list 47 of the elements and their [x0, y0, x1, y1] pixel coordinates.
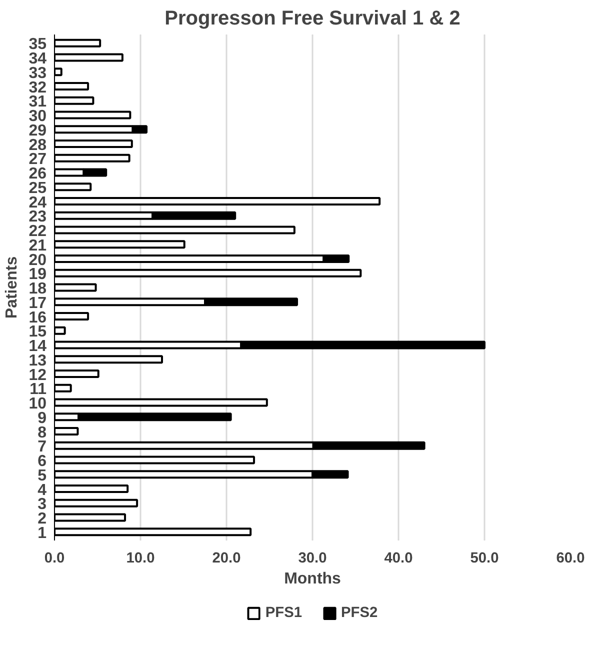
y-tick-label: 27	[28, 151, 47, 168]
y-tick-label: 21	[28, 237, 47, 254]
x-tick-label: 50.0	[470, 550, 499, 566]
y-tick-label: 5	[38, 467, 47, 484]
x-tick-label: 20.0	[212, 550, 241, 566]
y-tick-label: 6	[38, 453, 47, 470]
x-tick-label: 60.0	[556, 550, 585, 566]
y-tick-label: 7	[38, 438, 47, 456]
y-tick-label: 16	[28, 309, 47, 326]
legend-label: PFS2	[341, 604, 378, 620]
y-tick-label: 30	[28, 108, 47, 125]
y-tick-label: 18	[28, 280, 47, 298]
x-tick-label: 10.0	[126, 550, 155, 566]
y-tick-label: 28	[28, 136, 47, 154]
y-tick-label: 34	[28, 50, 47, 68]
legend-label: PFS1	[265, 604, 302, 620]
y-tick-label: 8	[38, 424, 47, 442]
y-tick-label: 11	[30, 381, 47, 398]
y-tick-label: 23	[28, 208, 47, 226]
y-tick-label: 14	[28, 338, 47, 355]
y-tick-label: 10	[28, 396, 47, 412]
y-tick-label: 15	[28, 324, 47, 341]
y-tick-label: 26	[28, 166, 47, 182]
x-tick-label: 30.0	[298, 550, 327, 566]
y-tick-label: 29	[28, 122, 47, 140]
y-tick-label: 24	[28, 194, 47, 212]
y-tick-label: 19	[28, 266, 47, 284]
y-tick-label: 31	[28, 94, 47, 111]
y-tick-label: 2	[38, 510, 47, 528]
y-tick-label: 9	[38, 410, 47, 427]
y-axis-title: Patients	[4, 256, 21, 319]
y-tick-label: 17	[28, 294, 47, 312]
y-tick-label: 12	[28, 366, 47, 384]
x-tick-label: 40.0	[384, 550, 413, 566]
x-axis-title: Months	[284, 570, 342, 588]
y-tick-label: 4	[38, 482, 47, 499]
y-tick-label: 32	[28, 79, 47, 96]
chart-title: Progresson Free Survival 1 & 2	[164, 8, 460, 30]
y-tick-label: 25	[28, 180, 47, 197]
x-tick-label: 0.0	[44, 550, 65, 566]
y-tick-label: 33	[28, 64, 47, 82]
y-tick-label: 1	[38, 524, 47, 542]
y-tick-label: 13	[28, 352, 47, 370]
y-tick-label: 3	[38, 496, 47, 514]
y-tick-label: 35	[28, 36, 47, 54]
y-tick-label: 22	[28, 223, 47, 240]
y-tick-label: 20	[28, 252, 47, 269]
